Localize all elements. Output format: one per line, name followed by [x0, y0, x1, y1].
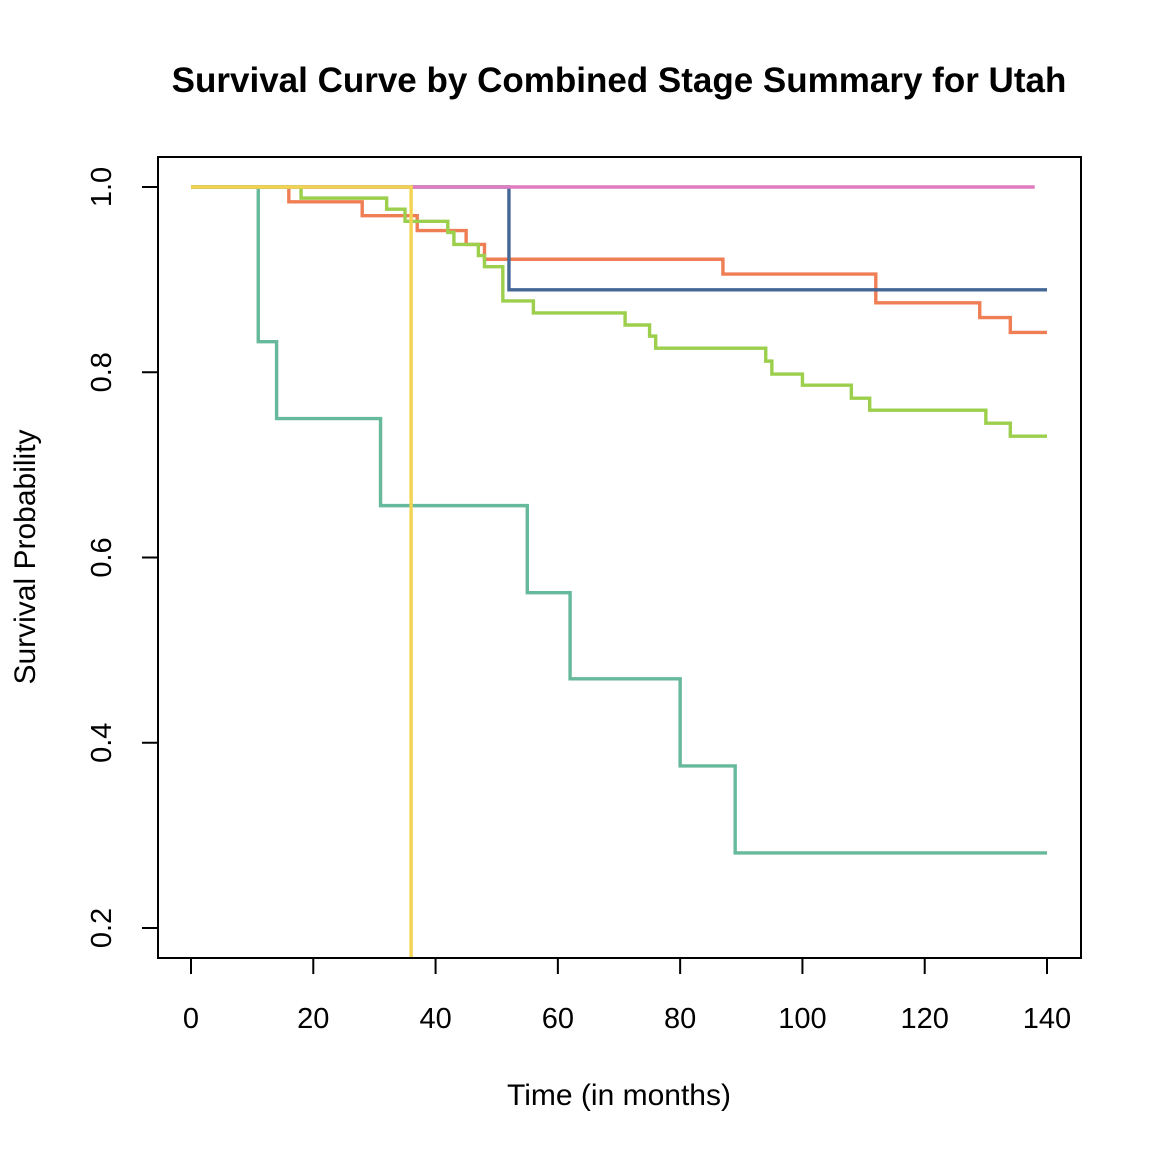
- y-axis-title: Survival Probability: [9, 429, 42, 684]
- plot-frame: [157, 156, 1082, 959]
- survival-curve-5: [191, 185, 1047, 438]
- x-tick-label: 80: [664, 1003, 696, 1035]
- x-axis: 0 20 40 60 80 100 120 140: [183, 957, 1071, 1035]
- x-tick-label: 100: [778, 1003, 826, 1035]
- x-axis-title: Time (in months): [507, 1079, 731, 1112]
- y-tick-label: 0.6: [86, 537, 118, 577]
- chart-title: Survival Curve by Combined Stage Summary…: [172, 61, 1067, 100]
- y-tick-label: 0.2: [86, 908, 118, 948]
- survival-curve-1: [191, 185, 1047, 855]
- x-tick-label: 60: [542, 1003, 574, 1035]
- y-tick-label: 0.4: [86, 723, 118, 763]
- y-tick-label: 0.8: [86, 352, 118, 392]
- survival-curve-6: [191, 185, 413, 958]
- survival-curve-2: [191, 185, 1047, 335]
- x-tick-label: 40: [419, 1003, 451, 1035]
- y-tick-label: 1.0: [86, 167, 118, 207]
- x-tick-label: 140: [1023, 1003, 1071, 1035]
- survival-curves: [191, 185, 1047, 958]
- x-tick-label: 0: [183, 1003, 199, 1035]
- x-tick-label: 120: [901, 1003, 949, 1035]
- x-tick-label: 20: [297, 1003, 329, 1035]
- y-axis: 0.2 0.4 0.6 0.8 1.0: [86, 167, 159, 948]
